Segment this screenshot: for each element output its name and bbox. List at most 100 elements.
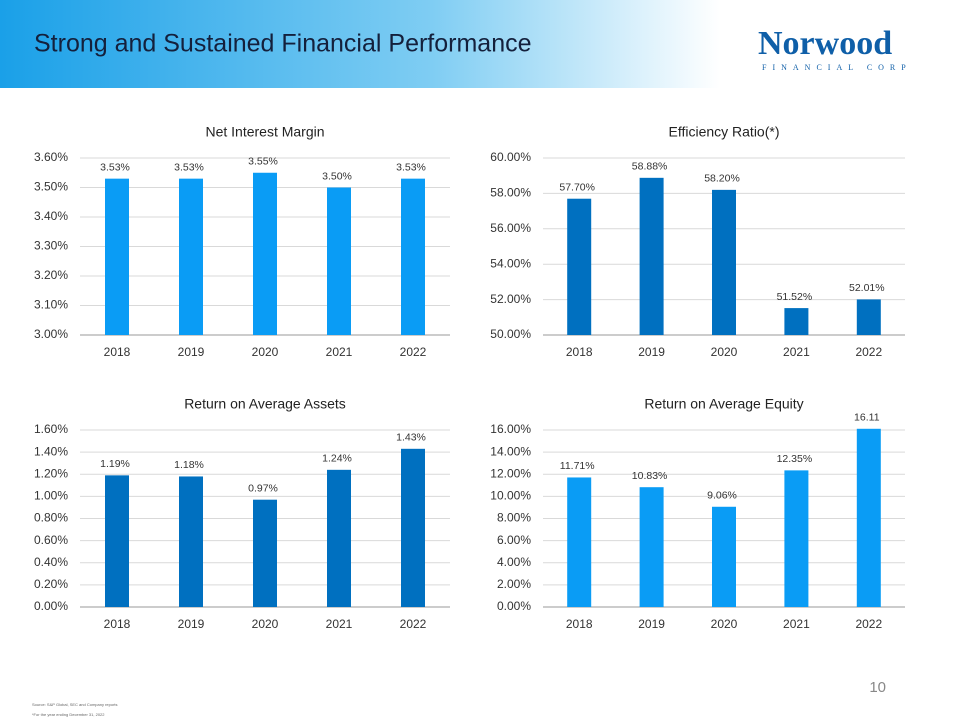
bar (712, 189, 736, 335)
bar (327, 469, 351, 607)
value-label: 9.06% (707, 490, 737, 502)
x-tick-label: 2018 (104, 617, 131, 631)
value-label: 58.88% (632, 161, 668, 173)
chart-title: Efficiency Ratio(*) (668, 124, 779, 140)
y-tick-label: 3.20% (34, 268, 68, 282)
x-tick-label: 2021 (783, 345, 810, 359)
y-tick-label: 8.00% (497, 511, 531, 525)
bar (179, 178, 203, 335)
y-tick-label: 3.40% (34, 209, 68, 223)
bar (401, 448, 425, 607)
value-label: 1.18% (174, 459, 204, 471)
x-tick-label: 2022 (400, 617, 427, 631)
bar (856, 299, 881, 335)
value-label: 1.24% (322, 453, 352, 465)
header-band (0, 0, 960, 88)
y-tick-label: 1.20% (34, 466, 68, 480)
value-label: 1.43% (396, 432, 426, 444)
y-tick-label: 3.50% (34, 180, 68, 194)
y-tick-label: 0.80% (34, 511, 68, 525)
bar (179, 476, 203, 607)
x-tick-label: 2021 (326, 617, 353, 631)
value-label: 3.53% (396, 161, 426, 173)
x-tick-label: 2022 (855, 617, 882, 631)
x-tick-label: 2018 (566, 617, 593, 631)
value-label: 10.83% (632, 470, 668, 482)
chart-title: Return on Average Equity (644, 396, 803, 412)
bar (639, 487, 664, 607)
y-tick-label: 6.00% (497, 533, 531, 547)
bar (712, 506, 736, 607)
x-tick-label: 2022 (855, 345, 882, 359)
y-tick-label: 3.30% (34, 239, 68, 253)
bar (253, 499, 277, 607)
x-tick-label: 2021 (326, 345, 353, 359)
x-tick-label: 2020 (252, 617, 279, 631)
x-tick-label: 2020 (711, 345, 738, 359)
value-label: 11.71% (560, 460, 595, 472)
value-label: 0.97% (248, 482, 278, 494)
value-label: 16.11 (854, 412, 880, 424)
x-tick-label: 2021 (783, 617, 810, 631)
value-label: 58.20% (704, 173, 740, 185)
value-label: 3.53% (100, 161, 130, 173)
y-tick-label: 50.00% (490, 327, 531, 341)
value-label: 3.50% (322, 170, 352, 182)
bar (856, 428, 881, 607)
y-tick-label: 16.00% (490, 422, 531, 436)
x-tick-label: 2018 (104, 345, 131, 359)
value-label: 1.19% (100, 458, 130, 470)
chart-title: Net Interest Margin (205, 124, 324, 140)
x-tick-label: 2020 (252, 345, 279, 359)
y-tick-label: 3.10% (34, 298, 68, 312)
value-label: 57.70% (559, 181, 595, 193)
bar (567, 477, 592, 607)
y-tick-label: 0.00% (34, 599, 68, 613)
y-tick-label: 3.60% (34, 150, 68, 164)
footnote: Source: S&P Global, SEC and Company repo… (32, 702, 118, 707)
x-tick-label: 2019 (638, 617, 665, 631)
x-tick-label: 2018 (566, 345, 593, 359)
y-tick-label: 1.00% (34, 489, 68, 503)
value-label: 12.35% (777, 453, 813, 465)
y-tick-label: 0.00% (497, 599, 531, 613)
bar (401, 178, 425, 335)
x-tick-label: 2020 (711, 617, 738, 631)
y-tick-label: 56.00% (490, 221, 531, 235)
bar (327, 187, 351, 335)
value-label: 52.01% (849, 282, 885, 294)
slide-title: Strong and Sustained Financial Performan… (34, 30, 532, 58)
y-tick-label: 2.00% (497, 577, 531, 591)
y-tick-label: 3.00% (34, 327, 68, 341)
y-tick-label: 14.00% (490, 444, 531, 458)
footnote: *For the year ending December 31, 2022 (32, 712, 105, 717)
y-tick-label: 52.00% (490, 292, 531, 306)
x-tick-label: 2019 (638, 345, 665, 359)
bar (253, 172, 277, 335)
x-tick-label: 2022 (400, 345, 427, 359)
y-tick-label: 4.00% (497, 555, 531, 569)
y-tick-label: 12.00% (490, 466, 531, 480)
bar (784, 308, 809, 335)
bar (784, 470, 809, 607)
logo-subtitle: FINANCIAL CORP (762, 63, 912, 72)
bar (639, 177, 664, 335)
y-tick-label: 58.00% (490, 186, 531, 200)
y-tick-label: 1.40% (34, 444, 68, 458)
bar (105, 178, 129, 335)
value-label: 3.55% (248, 156, 278, 168)
x-tick-label: 2019 (178, 345, 205, 359)
y-tick-label: 10.00% (490, 489, 531, 503)
y-tick-label: 1.60% (34, 422, 68, 436)
x-tick-label: 2019 (178, 617, 205, 631)
bar (567, 198, 592, 335)
y-tick-label: 60.00% (490, 150, 531, 164)
chart-title: Return on Average Assets (184, 396, 346, 412)
y-tick-label: 54.00% (490, 256, 531, 270)
value-label: 51.52% (777, 291, 813, 303)
logo-name: Norwood (758, 25, 892, 62)
page-number: 10 (869, 679, 886, 696)
value-label: 3.53% (174, 161, 204, 173)
bar (105, 475, 129, 607)
